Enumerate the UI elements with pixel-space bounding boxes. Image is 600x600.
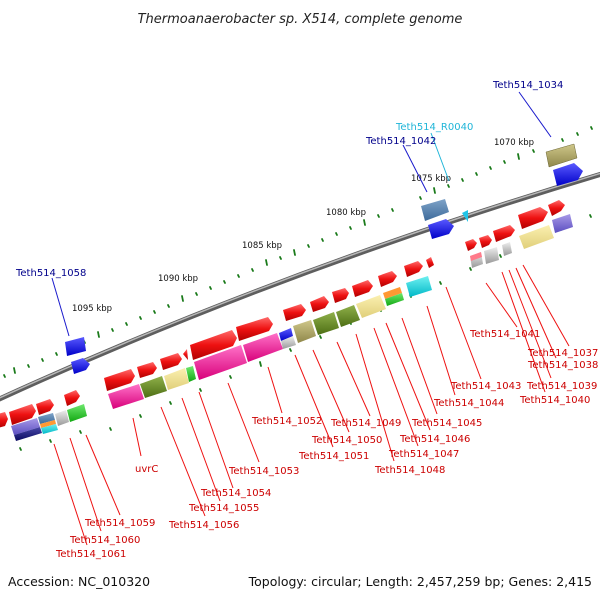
label-teth514-1054: Teth514_1054	[200, 488, 271, 499]
label-teth514-1061: Teth514_1061	[55, 549, 126, 560]
domain-block-orange	[383, 287, 402, 299]
domain-block-olive-green	[336, 305, 360, 327]
domain-block-gray	[484, 247, 499, 264]
label-teth514-1047: Teth514_1047	[388, 449, 459, 460]
domain-block-gray	[281, 336, 296, 349]
label-teth514-1058: Teth514_1058	[15, 268, 86, 279]
domain-block-green	[186, 366, 196, 382]
domain-block-gray	[502, 242, 512, 256]
red-gene-arrow	[236, 317, 273, 341]
label-teth514-1037: Teth514_1037	[527, 348, 598, 359]
red-gene-arrow	[310, 296, 329, 312]
label-teth514-1045: Teth514_1045	[411, 418, 482, 429]
label-teth514-1051: Teth514_1051	[298, 451, 369, 462]
domain-block-green	[385, 293, 404, 306]
domain-block-olive	[293, 320, 316, 343]
label-teth514-1039: Teth514_1039	[526, 381, 597, 392]
gene-teth514-1042-steel	[421, 199, 449, 221]
red-gene-arrows	[0, 200, 565, 428]
label-teth514-1034: Teth514_1034	[492, 80, 563, 91]
label-teth514-1053: Teth514_1053	[228, 466, 299, 477]
domain-block-purple	[552, 214, 573, 233]
red-gene-arrow	[64, 390, 80, 406]
red-gene-arrow	[352, 280, 373, 297]
domain-block-khaki	[164, 368, 189, 390]
red-gene-arrow	[137, 362, 157, 378]
domain-block-cyan	[406, 276, 432, 297]
red-gene-arrow	[9, 404, 36, 425]
label-teth514-1052: Teth514_1052	[251, 416, 322, 427]
topology-text: Topology: circular; Length: 2,457,259 bp…	[248, 574, 592, 589]
label-teth514-1055: Teth514_1055	[188, 503, 259, 514]
domain-block-pink	[194, 345, 247, 380]
domain-block-cyan	[41, 424, 58, 434]
accession-text: Accession: NC_010320	[8, 574, 150, 589]
label-teth514-1046: Teth514_1046	[399, 434, 470, 445]
red-gene-arrow	[378, 271, 397, 287]
domain-block-khaki	[519, 225, 554, 249]
domain-block-green	[67, 404, 87, 422]
label-teth514-1049: Teth514_1049	[330, 418, 401, 429]
scale-label-1080: 1080 kbp	[326, 208, 366, 218]
gene-teth514-1058-arrow	[71, 358, 90, 374]
label-teth514-1042: Teth514_1042	[365, 136, 436, 147]
domain-block-olive-green	[140, 376, 167, 398]
red-gene-arrow	[0, 412, 8, 428]
domain-block-steel	[38, 413, 55, 424]
label-uvrc: uvrC	[135, 464, 158, 475]
scale-label-1085: 1085 kbp	[242, 241, 282, 251]
label-teth514-r0040: Teth514_R0040	[395, 122, 473, 133]
label-teth514-1044: Teth514_1044	[433, 398, 504, 409]
red-gene-arrow	[104, 369, 135, 391]
domain-block-pink-top	[470, 252, 482, 261]
domain-block-olive-green	[313, 312, 339, 335]
scale-label-1075: 1075 kbp	[411, 174, 451, 184]
domain-block-purple	[11, 418, 40, 435]
domain-block-navy	[14, 427, 42, 441]
upper-features	[65, 143, 583, 374]
domain-block-gray	[55, 410, 69, 426]
gene-teth514-1042-blue	[428, 219, 454, 239]
label-teth514-1056: Teth514_1056	[168, 520, 239, 531]
label-teth514-1048: Teth514_1048	[374, 465, 445, 476]
red-gene-arrow	[548, 200, 565, 216]
scale-label-1070: 1070 kbp	[494, 138, 534, 148]
label-teth514-1038: Teth514_1038	[527, 360, 598, 371]
domain-block-blue	[279, 328, 293, 341]
domain-block-pink	[108, 384, 144, 409]
red-gene-arrow	[426, 257, 434, 268]
leader-lines-other	[51, 91, 552, 337]
red-gene-arrow	[479, 235, 492, 248]
red-gene-arrow	[283, 304, 306, 321]
label-teth514-1043: Teth514_1043	[450, 381, 521, 392]
label-teth514-1060: Teth514_1060	[69, 535, 140, 546]
red-gene-arrow	[493, 225, 515, 242]
red-gene-arrow	[518, 207, 548, 229]
red-gene-arrow	[160, 353, 182, 370]
gene-teth514-1058-block	[65, 337, 86, 356]
red-gene-arrow	[332, 288, 349, 303]
red-gene-arrow	[36, 399, 54, 415]
red-gene-arrow	[183, 349, 188, 360]
red-gene-arrow	[404, 261, 423, 277]
map-title: Thermoanaerobacter sp. X514, complete ge…	[138, 12, 463, 27]
scale-label-1095: 1095 kbp	[72, 304, 112, 314]
domain-blocks	[11, 214, 573, 441]
leader-lines-red	[53, 264, 570, 546]
label-teth514-1040: Teth514_1040	[519, 395, 590, 406]
label-teth514-1041: Teth514_1041	[469, 329, 540, 340]
domain-block-khaki	[356, 295, 386, 318]
domain-block-pink	[243, 333, 283, 362]
scale-label-1090: 1090 kbp	[158, 274, 198, 284]
red-gene-arrow	[190, 330, 237, 360]
label-teth514-1050: Teth514_1050	[311, 435, 382, 446]
label-teth514-1059: Teth514_1059	[84, 518, 155, 529]
domain-block-orange	[40, 420, 56, 428]
gene-teth514-1034-olive	[545, 143, 578, 168]
gene-teth514-1034-blue	[553, 163, 583, 186]
gene-teth514-r0040-rna	[462, 210, 468, 222]
red-gene-arrow	[465, 239, 477, 251]
